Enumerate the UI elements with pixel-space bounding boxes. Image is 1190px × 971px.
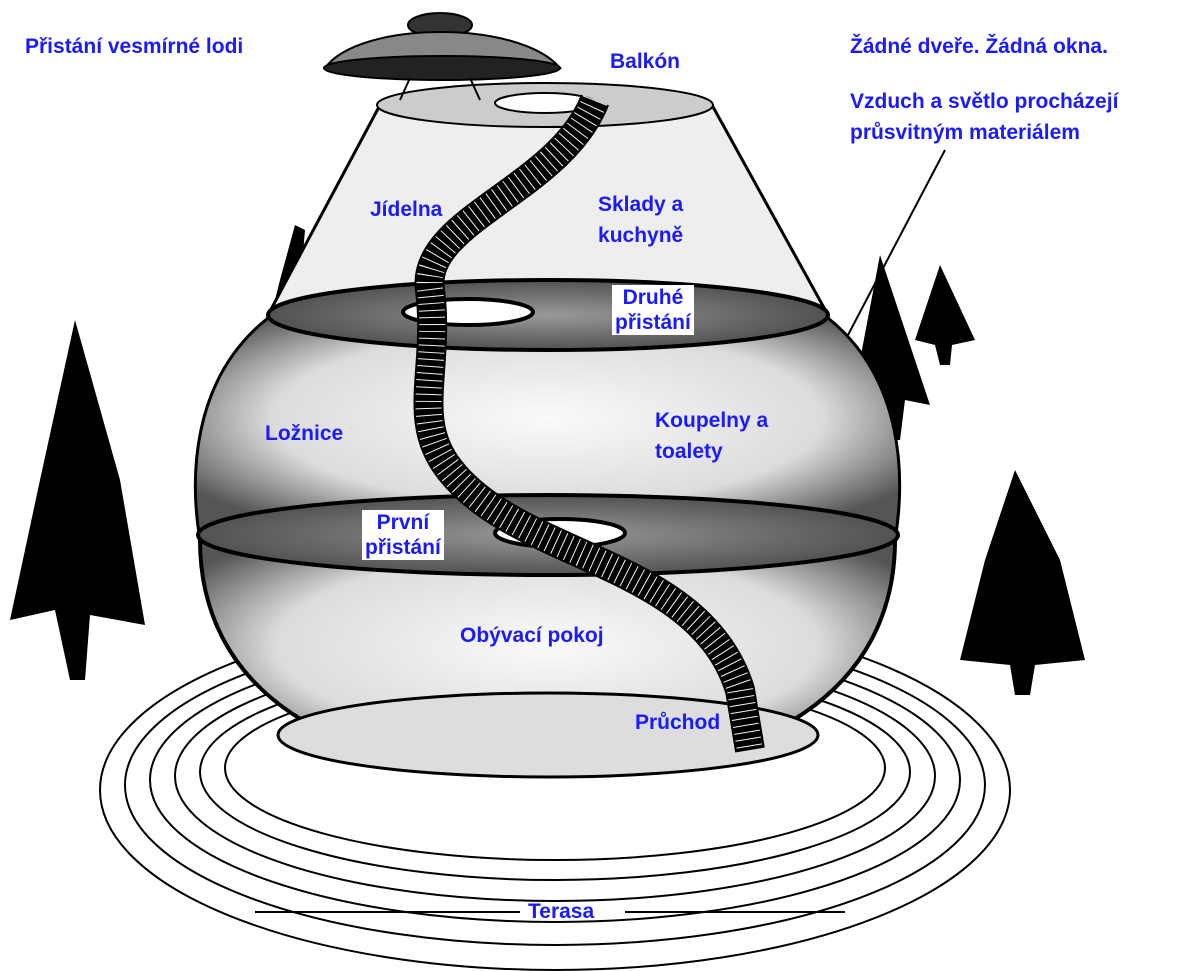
label-line: kuchyně xyxy=(598,220,683,251)
label-line: přistání xyxy=(612,310,694,335)
label: Terasa xyxy=(528,896,594,927)
label-line: První xyxy=(362,510,444,535)
label: Žádné dveře. Žádná okna. xyxy=(850,31,1108,62)
label-line: Koupelny a xyxy=(655,405,768,436)
label: Balkón xyxy=(610,46,680,77)
label-line: Sklady a xyxy=(598,189,683,220)
label: Jídelna xyxy=(370,194,442,225)
label-line: průsvitným materiálem xyxy=(850,117,1118,148)
label: Obývací pokoj xyxy=(460,620,604,651)
label: Průchod xyxy=(635,707,720,738)
label: Ložnice xyxy=(265,418,343,449)
label-line: toalety xyxy=(655,436,768,467)
label-line: přistání xyxy=(362,535,444,560)
label-line: Vzduch a světlo procházejí xyxy=(850,86,1118,117)
diagram: Přistání vesmírné lodi Balkón Žádné dveř… xyxy=(0,0,1190,971)
label-line: Druhé xyxy=(612,285,694,310)
label: Přistání vesmírné lodi xyxy=(25,31,243,62)
